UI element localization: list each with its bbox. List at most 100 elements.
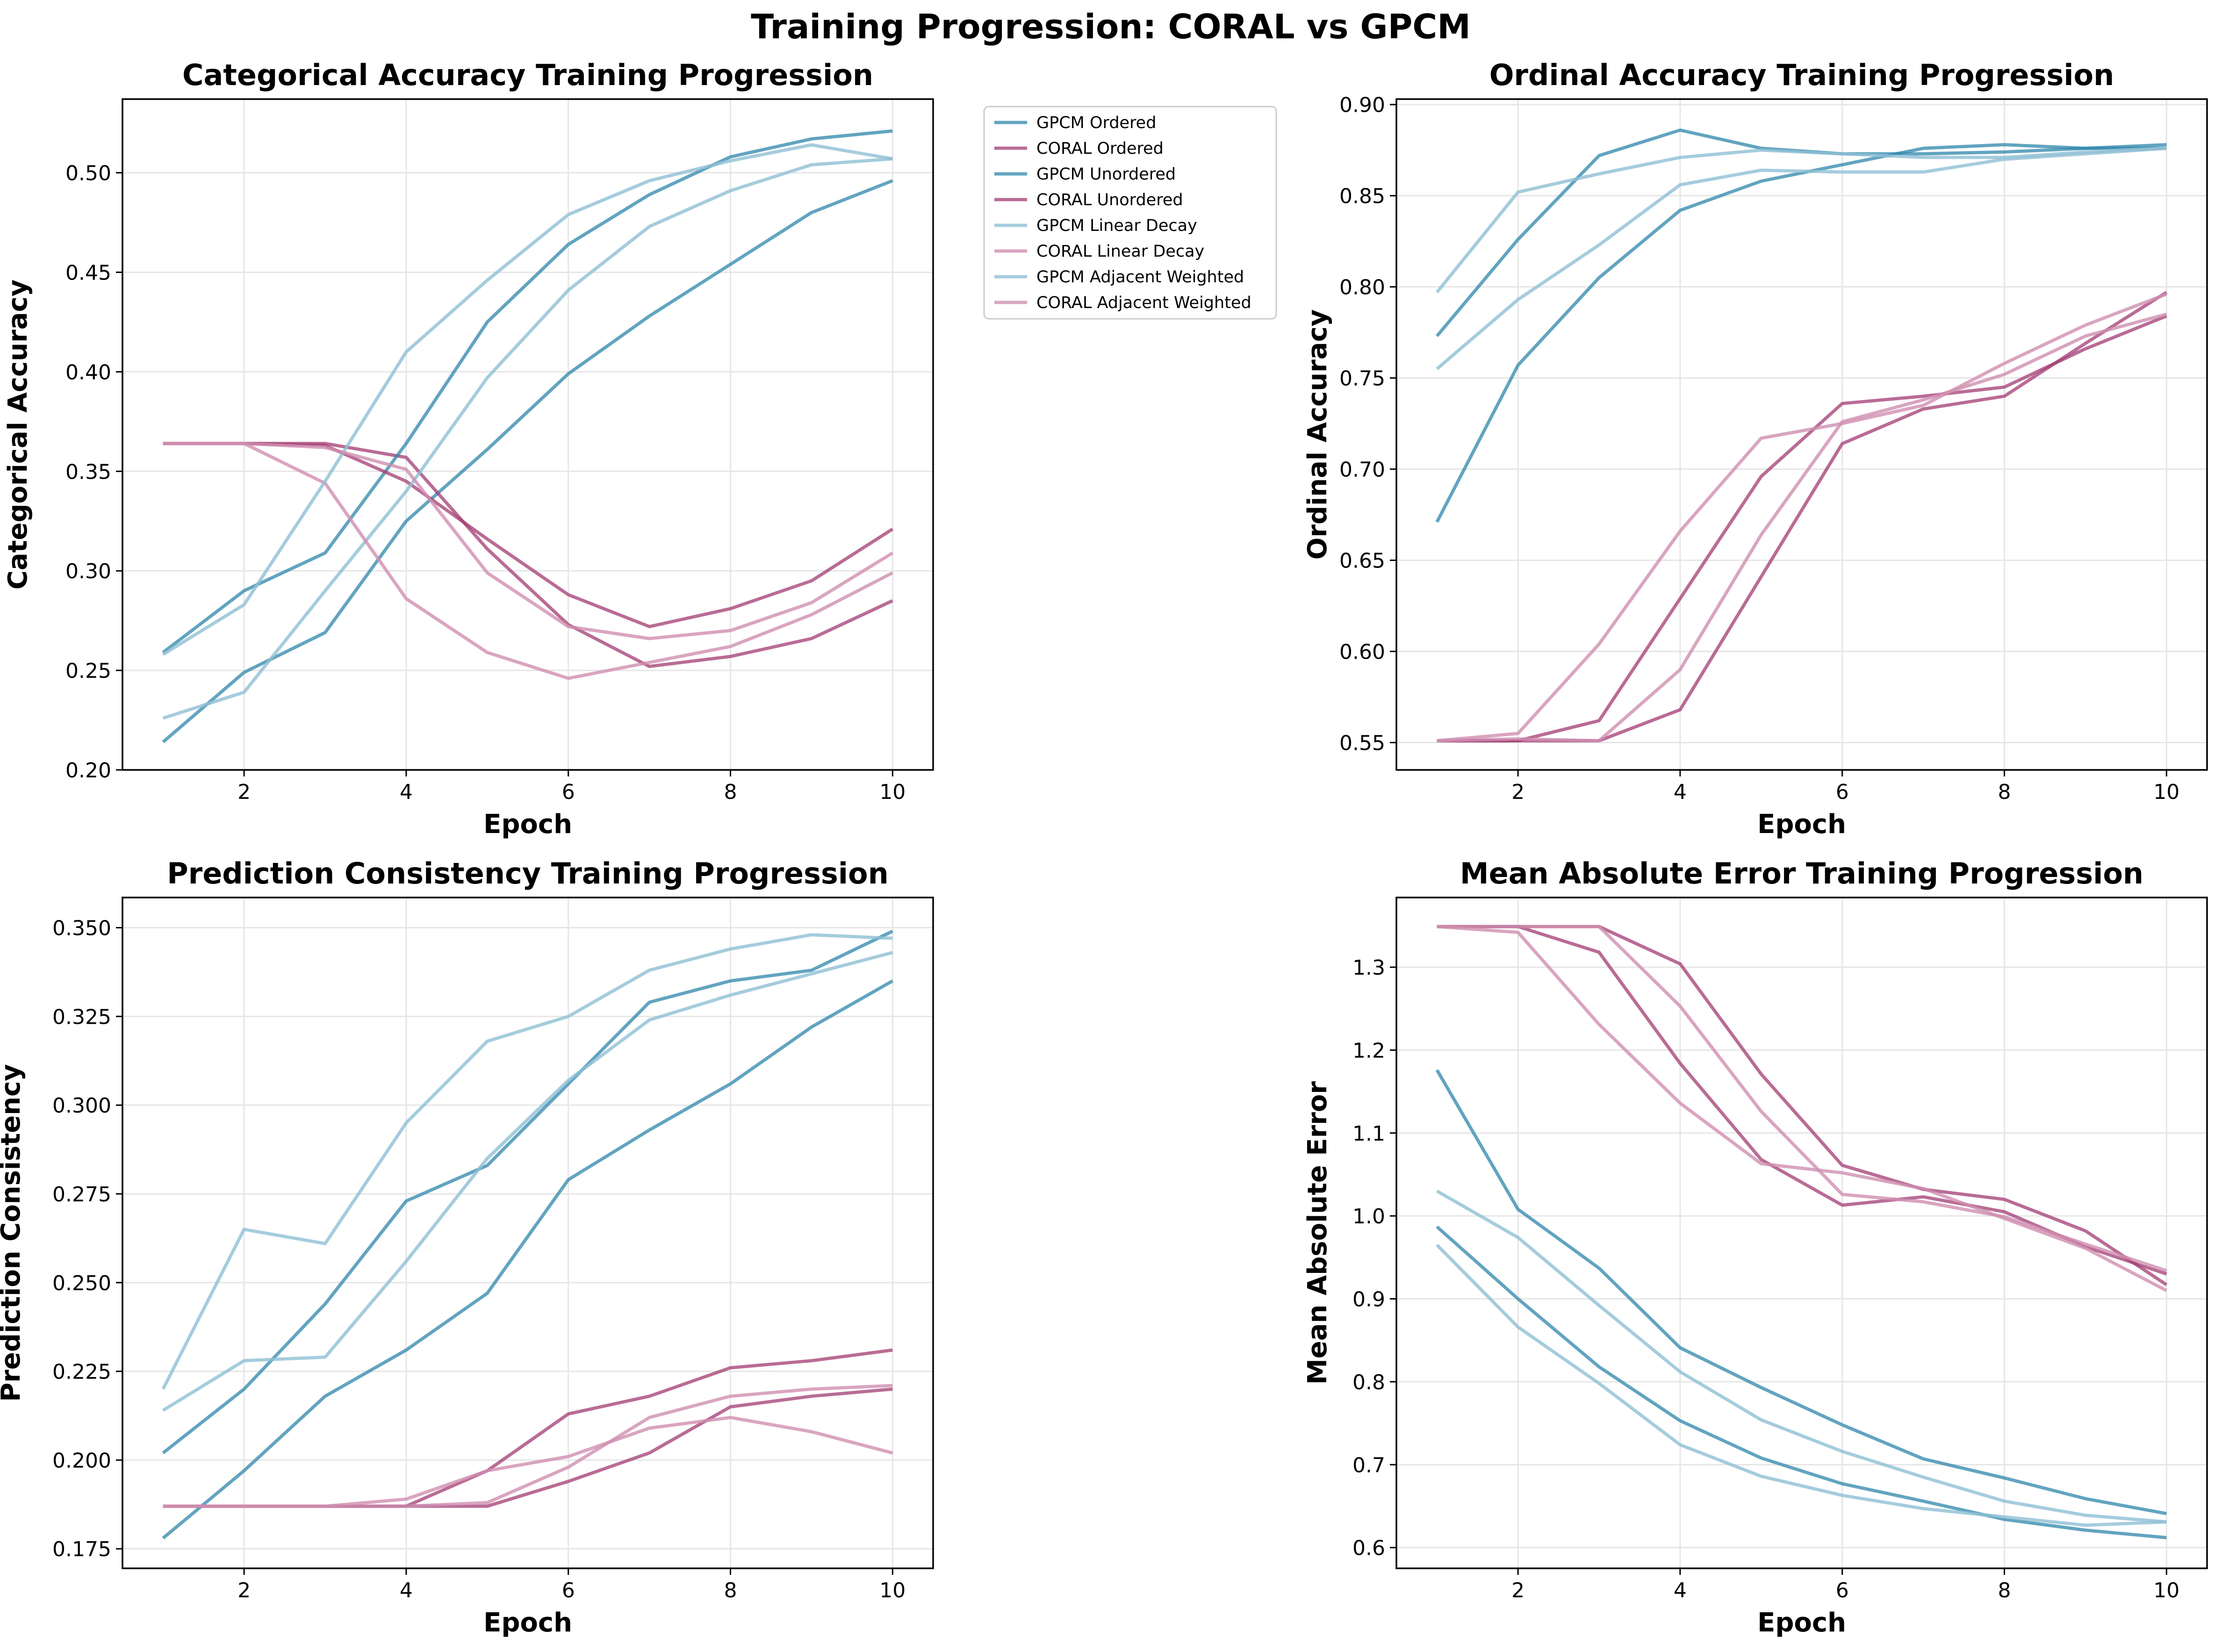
series-line-gpcm-linear-decay [1436, 146, 2167, 370]
y-tick-label: 0.300 [52, 1094, 111, 1118]
series-line-coral-unordered [1437, 314, 2167, 743]
x-axis-label: Epoch [1757, 809, 1846, 840]
plot-frame [122, 98, 934, 771]
series-line-coral-ordered [1437, 291, 2168, 743]
chart-panel-4: 2 4 6 8 10 0.6 0.7 0.8 0.9 1.0 1.1 1.2 1.3 Mean Absol… [1302, 856, 2208, 1638]
legend-label: GPCM Linear Decay [1036, 216, 1197, 235]
x-tick-label: 8 [1998, 1579, 2011, 1602]
y-tick-label: 0.90 [1339, 93, 1385, 117]
x-tick-label: 10 [879, 1579, 906, 1602]
series-line-coral-linear-decay [1437, 312, 2167, 743]
y-tick-label: 1.2 [1352, 1039, 1385, 1063]
chart-panel-2: 2 4 6 8 10 0.55 0.60 0.65 0.70 0.75 0.80 0.85 0.90 Or… [1302, 58, 2208, 840]
series-line-coral-adjacent-weighted [1437, 925, 2167, 1292]
y-tick-label: 0.6 [1352, 1537, 1385, 1560]
y-tick-label: 0.50 [65, 162, 111, 186]
series-line-gpcm-adjacent-weighted [1436, 1243, 2167, 1527]
y-axis-label: Categorical Accuracy [3, 280, 33, 589]
series-line-coral-ordered [163, 442, 893, 668]
y-tick-label: 0.25 [65, 659, 111, 683]
series-line-gpcm-adjacent-weighted [162, 143, 893, 656]
y-tick-label: 0.325 [52, 1005, 111, 1029]
x-axis-label: Epoch [1757, 1608, 1846, 1638]
series-line-coral-linear-decay [163, 442, 893, 680]
y-tick-label: 0.85 [1339, 185, 1385, 208]
legend-label: GPCM Ordered [1036, 114, 1156, 132]
legend-label: GPCM Adjacent Weighted [1036, 268, 1244, 287]
y-tick-label: 0.275 [52, 1183, 111, 1207]
series-line-gpcm-ordered [162, 979, 894, 1540]
plot-frame [1395, 897, 2208, 1569]
y-tick-label: 0.35 [65, 460, 111, 484]
y-axis-label: Mean Absolute Error [1302, 1081, 1333, 1385]
x-tick-label: 4 [1674, 1579, 1687, 1602]
y-axis-label: Ordinal Accuracy [1302, 309, 1333, 560]
y-axis-label: Prediction Consistency [0, 1064, 26, 1402]
legend-box [983, 106, 1277, 320]
y-tick-label: 0.20 [65, 759, 111, 783]
x-tick-label: 10 [879, 780, 906, 804]
y-tick-label: 0.70 [1339, 458, 1385, 482]
y-tick-label: 0.40 [65, 360, 111, 384]
x-axis-label: Epoch [483, 1608, 572, 1638]
y-tick-label: 0.9 [1352, 1288, 1385, 1312]
y-tick-label: 0.65 [1339, 549, 1385, 573]
y-tick-label: 1.1 [1352, 1122, 1385, 1146]
y-tick-label: 0.250 [52, 1271, 111, 1295]
x-tick-label: 2 [237, 1579, 251, 1602]
y-tick-label: 0.45 [65, 261, 111, 285]
y-tick-label: 0.225 [52, 1360, 111, 1384]
figure-title: Training Progression: CORAL vs GPCM [751, 7, 1471, 46]
panel-title: Categorical Accuracy Training Progressio… [182, 58, 873, 92]
series-line-gpcm-unordered [1436, 128, 2167, 338]
x-tick-label: 2 [1511, 780, 1524, 804]
y-tick-label: 0.80 [1339, 276, 1385, 300]
x-axis-label: Epoch [483, 809, 572, 840]
chart-panel-1: 2 4 6 8 10 0.20 0.25 0.30 0.35 0.40 0.45 0.50 Catego… [3, 58, 934, 840]
x-tick-label: 8 [724, 780, 737, 804]
series-line-gpcm-unordered [162, 929, 893, 1454]
series-line-coral-adjacent-weighted [163, 1415, 893, 1508]
x-tick-label: 10 [2153, 1579, 2179, 1602]
series-line-gpcm-linear-decay [1436, 1189, 2167, 1524]
y-tick-label: 1.3 [1352, 956, 1385, 980]
y-tick-label: 0.8 [1352, 1371, 1385, 1394]
x-tick-label: 6 [562, 1579, 575, 1602]
y-tick-label: 0.175 [52, 1537, 111, 1561]
series-line-gpcm-adjacent-weighted [161, 933, 893, 1390]
legend: GPCM Ordered CORAL Ordered GPCM Unordered C… [983, 106, 1277, 320]
legend-label: CORAL Adjacent Weighted [1036, 294, 1251, 312]
series-line-coral-unordered [1437, 925, 2167, 1276]
series-line-gpcm-linear-decay [162, 157, 893, 720]
legend-label: GPCM Unordered [1036, 165, 1176, 184]
x-tick-label: 2 [237, 780, 251, 804]
x-tick-label: 2 [1511, 1579, 1524, 1602]
plot-frame [1395, 98, 2208, 771]
x-tick-label: 10 [2153, 780, 2179, 804]
panel-title: Prediction Consistency Training Progress… [167, 856, 889, 891]
y-tick-label: 0.55 [1339, 732, 1385, 755]
series-line-coral-ordered [163, 1387, 893, 1508]
series-line-gpcm-unordered [162, 129, 893, 654]
series-line-gpcm-ordered [162, 179, 893, 744]
series-line-gpcm-adjacent-weighted [1435, 146, 2167, 294]
series-line-gpcm-unordered [1435, 1069, 2167, 1516]
series-line-gpcm-ordered [1435, 143, 2167, 523]
series-line-gpcm-linear-decay [162, 951, 893, 1412]
x-tick-label: 4 [400, 780, 413, 804]
panel-title: Ordinal Accuracy Training Progression [1489, 58, 2114, 92]
y-tick-label: 1.0 [1352, 1205, 1385, 1228]
chart-panel-3: 2 4 6 8 10 0.175 0.200 0.225 0.250 0.275 0.300 0.32… [0, 856, 934, 1638]
legend-label: CORAL Ordered [1036, 139, 1164, 158]
x-tick-label: 4 [1674, 780, 1687, 804]
x-tick-label: 4 [400, 1579, 413, 1602]
series-line-coral-adjacent-weighted [163, 442, 894, 640]
y-tick-label: 0.200 [52, 1449, 111, 1472]
series-line-gpcm-ordered [1436, 1225, 2167, 1539]
y-tick-label: 0.75 [1339, 367, 1385, 391]
x-tick-label: 6 [1836, 780, 1849, 804]
series-line-coral-linear-decay [1437, 925, 2167, 1272]
panel-title: Mean Absolute Error Training Progression [1460, 856, 2143, 891]
series-line-coral-adjacent-weighted [1437, 292, 2167, 743]
